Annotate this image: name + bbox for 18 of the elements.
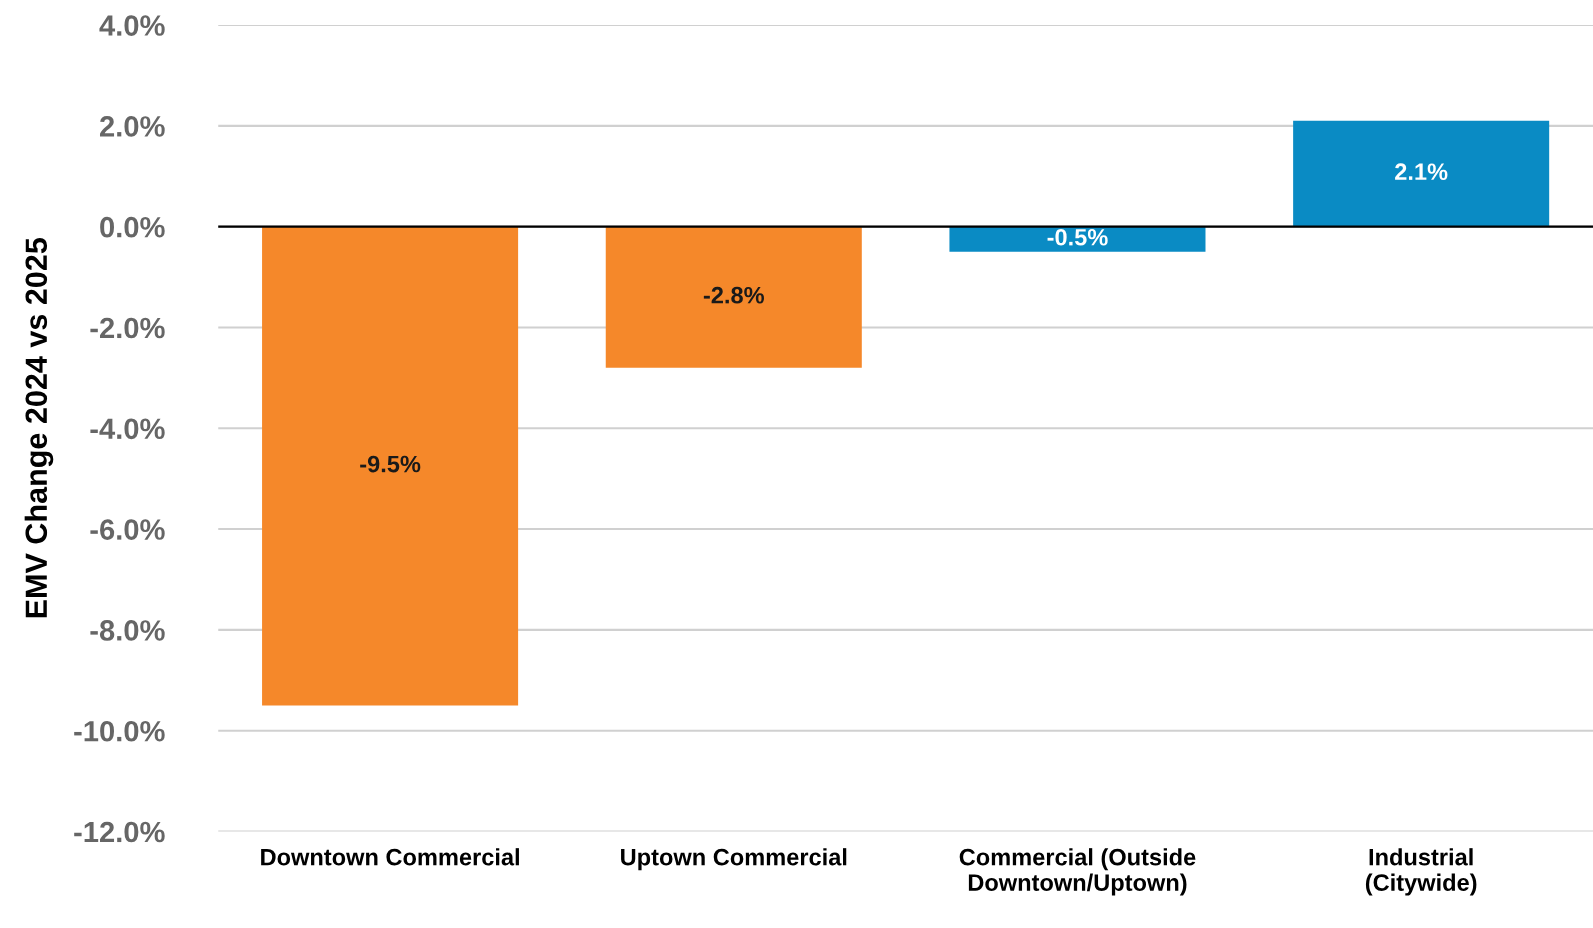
data-label: -0.5% bbox=[1047, 228, 1108, 246]
y-tick-label: -6.0% bbox=[90, 519, 165, 540]
y-tick-label: -10.0% bbox=[74, 720, 165, 742]
x-tick-label: Commercial (Outside Downtown/Uptown) bbox=[959, 848, 1196, 896]
y-tick-label: -4.0% bbox=[90, 418, 165, 440]
y-tick-label: 4.0% bbox=[99, 15, 165, 36]
x-tick-label: Downtown Commercial bbox=[261, 848, 519, 866]
data-label: 2.1% bbox=[1395, 163, 1448, 181]
x-tick-label: Uptown Commercial bbox=[621, 848, 847, 871]
y-tick-label: -12.0% bbox=[74, 821, 165, 843]
y-axis-title: EMV Change 2024 vs 2025 bbox=[24, 238, 54, 618]
x-tick-label: Industrial (Citywide) bbox=[1365, 848, 1477, 896]
data-label: -9.5% bbox=[360, 455, 421, 473]
y-tick-label: -2.0% bbox=[90, 317, 165, 339]
data-label: -2.8% bbox=[703, 286, 764, 304]
y-tick-label: 2.0% bbox=[100, 116, 165, 137]
y-tick-label: -8.0% bbox=[90, 620, 165, 641]
y-tick-label: 0.0% bbox=[100, 216, 165, 238]
